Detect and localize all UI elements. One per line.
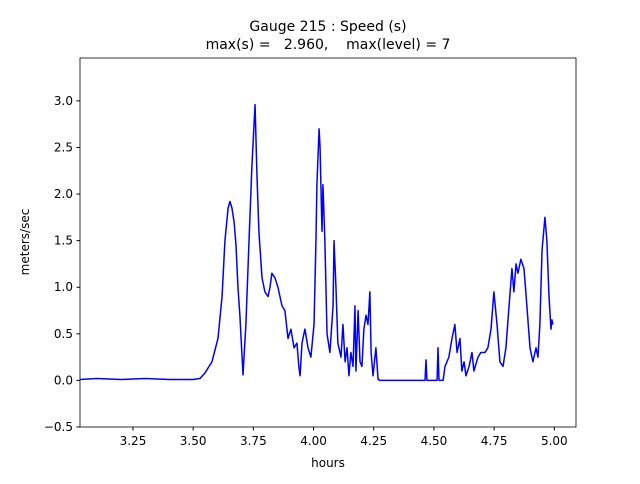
data-line (79, 103, 554, 382)
y-tick-label: −0.5 (44, 420, 73, 434)
y-tick-label: 0.0 (54, 373, 73, 387)
x-tick-label: 3.25 (120, 434, 147, 448)
x-tick-label: 3.50 (180, 434, 207, 448)
chart-title: Gauge 215 : Speed (s) (249, 19, 406, 35)
x-tick-label: 4.75 (481, 434, 508, 448)
y-tick-label: 1.5 (54, 234, 73, 248)
x-tick-label: 4.25 (360, 434, 387, 448)
x-tick-label: 5.00 (541, 434, 568, 448)
x-tick-label: 4.50 (421, 434, 448, 448)
chart-subtitle: max(s) = 2.960, max(level) = 7 (206, 37, 451, 53)
y-tick-label: 2.0 (54, 187, 73, 201)
y-tick-label: 3.0 (54, 94, 73, 108)
x-tick-label: 3.75 (240, 434, 267, 448)
x-axis-label: hours (311, 456, 345, 470)
y-tick-label: 1.0 (54, 280, 73, 294)
y-axis-label: meters/sec (18, 209, 32, 276)
y-tick-label: 2.5 (54, 140, 73, 154)
x-tick-label: 4.00 (300, 434, 327, 448)
y-tick-label: 0.5 (54, 327, 73, 341)
plot-frame (79, 57, 577, 428)
